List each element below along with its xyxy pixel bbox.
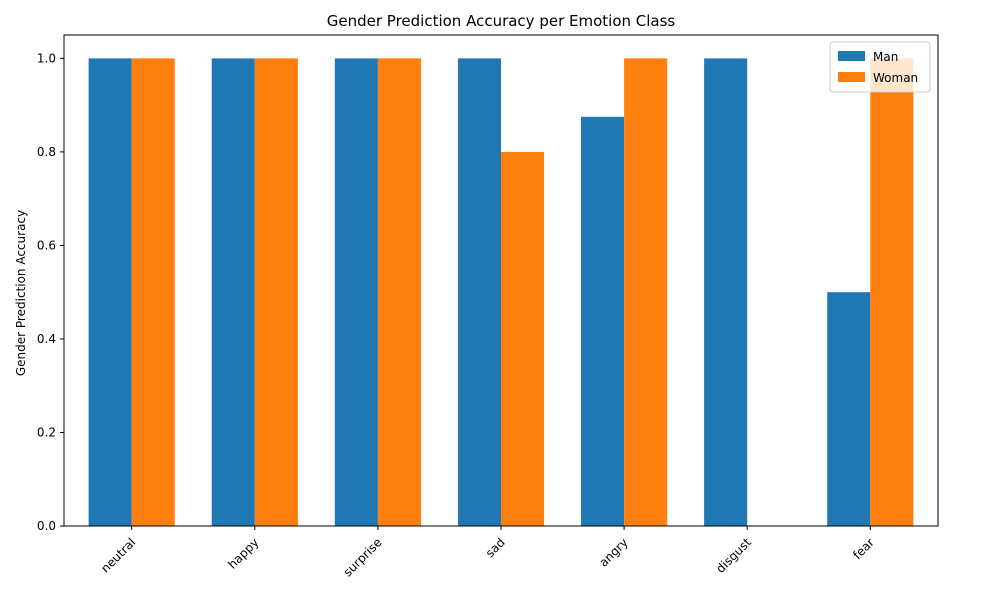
legend: Man Woman [829, 41, 931, 93]
bar-woman-fear [870, 58, 914, 526]
bar-man-happy [211, 58, 255, 526]
x-tick-label: neutral [98, 535, 138, 575]
legend-label-woman: Woman [873, 71, 918, 85]
chart-title: Gender Prediction Accuracy per Emotion C… [327, 12, 676, 30]
bar-woman-sad [501, 151, 545, 526]
legend-swatch-woman [838, 72, 865, 82]
y-tick-label: 0.0 [37, 519, 56, 533]
bar-woman-neutral [131, 58, 175, 526]
y-tick-label: 0.6 [37, 238, 56, 252]
x-tick-label: disgust [713, 535, 754, 576]
plot-frame [63, 34, 939, 527]
x-tick-label: surprise [341, 535, 385, 579]
x-ticks: neutral happy surprise sad angry disgust fear [98, 526, 877, 579]
y-tick-label: 0.4 [37, 332, 56, 346]
bar-woman-angry [624, 58, 668, 526]
y-axis-label: Gender Prediction Accuracy [14, 210, 28, 376]
legend-label-man: Man [873, 50, 898, 64]
bar-man-angry [581, 116, 625, 526]
bar-man-neutral [88, 58, 132, 526]
bar-man-sad [457, 58, 501, 526]
bars-layer [88, 58, 914, 526]
y-tick-label: 0.8 [37, 145, 56, 159]
bar-man-disgust [704, 58, 748, 526]
x-tick-label: happy [225, 535, 261, 571]
x-tick-label: sad [483, 535, 508, 560]
bar-man-fear [827, 292, 871, 526]
y-ticks: 0.0 0.2 0.4 0.6 0.8 1.0 [37, 51, 64, 533]
x-tick-label: fear [850, 535, 877, 562]
legend-swatch-man [838, 51, 865, 61]
bar-man-surprise [334, 58, 378, 526]
bar-woman-surprise [377, 58, 421, 526]
y-tick-label: 0.2 [37, 425, 56, 439]
bar-woman-happy [254, 58, 298, 526]
y-tick-label: 1.0 [37, 51, 56, 65]
x-tick-label: angry [596, 535, 630, 569]
